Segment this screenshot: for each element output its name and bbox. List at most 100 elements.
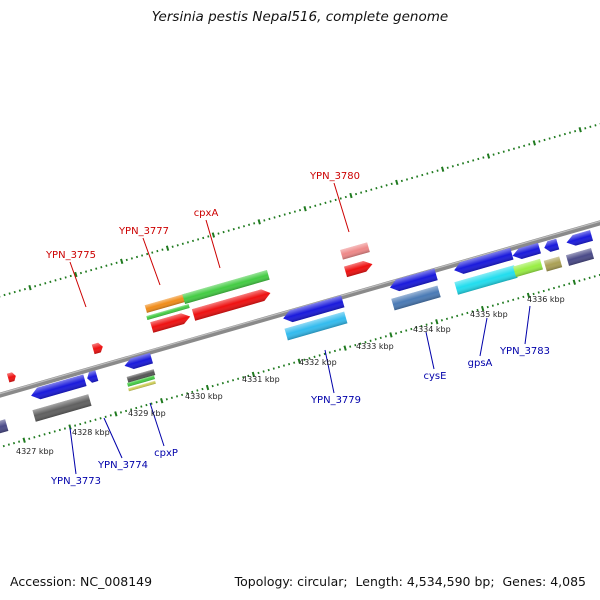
inner-tick: [22, 437, 26, 443]
outer-tick: [319, 203, 322, 206]
feature-shading: [6, 372, 16, 383]
feature: [182, 270, 270, 304]
inner-tick: [522, 295, 525, 299]
inner-tick: [400, 330, 403, 334]
outer-tick: [34, 285, 37, 288]
outer-tick: [431, 170, 434, 174]
outer-tick: [543, 138, 546, 142]
scale-label: 4327 kbp: [16, 447, 54, 456]
feature: [144, 293, 190, 313]
feature: [128, 380, 156, 392]
inner-tick: [425, 323, 428, 326]
outer-tick: [365, 189, 368, 193]
inner-tick: [308, 357, 311, 360]
inner-tick: [48, 431, 51, 435]
outer-tick: [451, 165, 454, 168]
accession-value: NC_008149: [80, 574, 153, 589]
inner-tick: [33, 436, 36, 439]
feature-shading: [454, 247, 514, 274]
inner-tick: [201, 387, 204, 391]
scale-label: 4332 kbp: [299, 358, 337, 367]
inner-tick: [288, 362, 291, 366]
outer-tick: [349, 192, 353, 199]
inner-tick: [53, 430, 56, 433]
inner-tick: [221, 381, 224, 385]
feature: [284, 311, 348, 341]
reverse-gene-callout: [69, 427, 77, 475]
outer-tick: [79, 271, 82, 275]
inner-tick: [526, 292, 531, 299]
feature-layer: [0, 230, 595, 435]
outer-tick: [69, 274, 72, 278]
forward-gene-label: cpxA: [194, 208, 219, 219]
outer-tick: [115, 261, 118, 264]
feature-shading: [150, 313, 191, 333]
outer-tick: [268, 217, 271, 221]
scale-label: 4333 kbp: [356, 342, 394, 351]
inner-tick: [364, 341, 367, 344]
outer-tick: [13, 290, 16, 294]
feature: [543, 256, 563, 272]
outer-tick: [23, 287, 26, 291]
inner-tick: [445, 317, 449, 321]
inner-tick: [94, 418, 97, 421]
inner-tick: [104, 415, 107, 418]
inner-tick: [242, 376, 245, 379]
inner-tick: [114, 411, 118, 417]
outer-tick: [242, 225, 246, 228]
feature: [544, 238, 560, 252]
feature: [391, 285, 441, 311]
inner-tick: [140, 405, 143, 408]
outer-tick: [578, 127, 582, 133]
inner-tick: [542, 289, 545, 293]
outer-tick: [523, 144, 526, 147]
outer-tick: [303, 206, 307, 212]
reverse-gene-label: cpxP: [154, 448, 178, 459]
inner-tick: [196, 389, 199, 392]
inner-tick: [572, 279, 577, 285]
inner-tick: [476, 308, 479, 312]
outer-tick: [497, 151, 500, 155]
inner-tick: [247, 374, 250, 378]
scale-label: 4330 kbp: [185, 392, 223, 401]
inner-tick: [257, 371, 260, 375]
inner-tick: [456, 314, 459, 318]
outer-tick: [553, 135, 556, 139]
inner-tick: [18, 440, 21, 443]
outer-tick: [151, 251, 154, 254]
feature-shading: [566, 230, 594, 246]
feature: [146, 304, 190, 320]
outer-tick: [411, 176, 414, 180]
outer-tick: [217, 232, 220, 235]
feature: [31, 374, 87, 400]
outer-tick: [135, 255, 139, 259]
outer-tick: [426, 172, 429, 175]
outer-tick: [507, 149, 510, 152]
outer-tick: [120, 258, 124, 265]
feature: [191, 289, 271, 321]
outer-tick: [360, 191, 363, 194]
inner-tick: [486, 305, 489, 309]
feature: [340, 242, 370, 260]
outer-tick: [589, 125, 592, 128]
outer-tick: [248, 223, 251, 226]
feature: [6, 372, 16, 383]
inner-tick: [410, 327, 413, 331]
feature-shading: [31, 374, 87, 400]
inner-tick: [501, 301, 505, 304]
genes-value: 4,085: [550, 574, 586, 589]
outer-tick: [222, 230, 225, 234]
outer-tick: [339, 197, 342, 200]
inner-tick: [119, 411, 123, 414]
outer-tick: [446, 166, 449, 169]
inner-tick: [578, 279, 581, 282]
topology-value: circular: [297, 574, 344, 589]
outer-tick: [477, 157, 480, 161]
feature-shading: [128, 380, 156, 392]
inner-tick: [7, 443, 10, 446]
inner-tick: [145, 403, 148, 407]
feature-shading: [512, 242, 541, 259]
outer-tick: [584, 127, 587, 130]
inner-tick: [547, 288, 550, 291]
outer-tick: [227, 229, 230, 232]
